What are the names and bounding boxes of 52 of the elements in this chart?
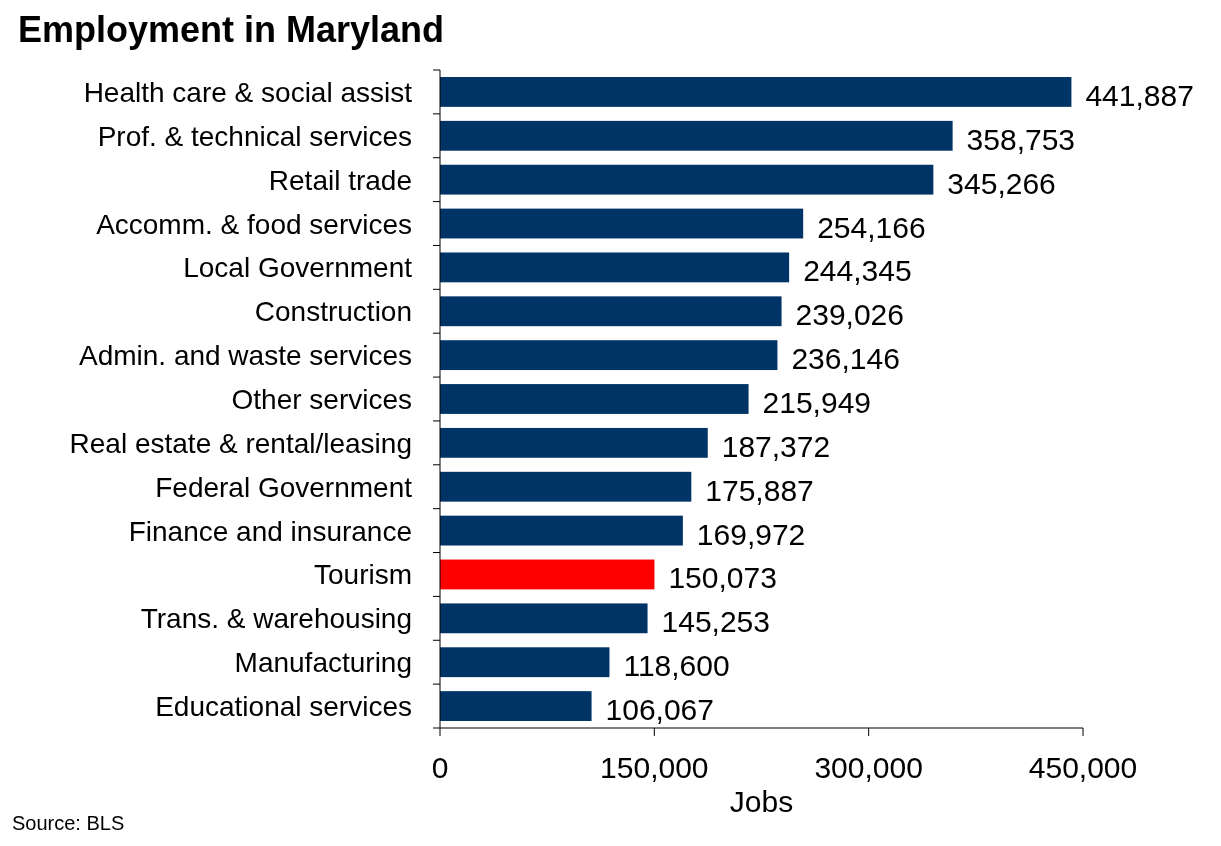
y-tick-label: Accomm. & food services: [96, 208, 412, 240]
bar: [440, 647, 610, 678]
bar: [440, 384, 749, 414]
data-label: 145,253: [661, 605, 770, 639]
bar: [440, 164, 934, 195]
y-tick-label: Federal Government: [155, 471, 413, 503]
bar: [440, 208, 804, 239]
y-tick-label: Tourism: [313, 559, 412, 591]
y-tick-label: Construction: [254, 296, 412, 328]
y-tick-label: Manufacturing: [234, 647, 412, 679]
bar: [440, 296, 782, 327]
y-tick-label: Health care & social assist: [83, 76, 413, 108]
source-note: Source: BLS: [12, 812, 125, 834]
y-tick-label: Trans. & warehousing: [140, 603, 412, 635]
data-label: 239,026: [795, 298, 904, 332]
bar: [440, 691, 592, 721]
data-label: 150,073: [668, 561, 777, 595]
data-label: 169,972: [696, 517, 806, 551]
data-label: 118,600: [623, 649, 730, 683]
data-label: 254,166: [817, 210, 926, 244]
y-tick-label: Other services: [231, 384, 412, 415]
x-tick-label: 450,000: [1028, 751, 1138, 784]
x-tick-label: 0: [431, 751, 449, 784]
x-tick-label: 300,000: [814, 751, 923, 784]
y-tick-label: Prof. & technical services: [97, 120, 412, 152]
bar: [440, 471, 692, 502]
y-tick-label: Local Government: [183, 252, 413, 284]
bar: [440, 252, 790, 283]
bar: [440, 515, 683, 546]
data-label: 187,372: [721, 429, 831, 463]
y-tick-label: Retail trade: [268, 164, 412, 196]
y-tick-label: Educational services: [155, 691, 412, 723]
data-label: 244,345: [803, 254, 912, 288]
y-tick-label: Real estate & rental/leasing: [69, 427, 412, 459]
bar: [440, 77, 1072, 107]
data-label: 236,146: [791, 342, 900, 376]
data-label: 175,887: [705, 473, 814, 507]
x-tick-label: 150,000: [600, 751, 709, 784]
bar: [440, 559, 655, 590]
bar: [440, 603, 648, 634]
bar: [440, 120, 953, 151]
bar: [440, 340, 778, 371]
data-label: 215,949: [762, 386, 872, 419]
y-tick-label: Finance and insurance: [128, 515, 412, 547]
x-axis-title: Jobs: [729, 785, 794, 818]
chart-title: Employment in Maryland: [18, 9, 445, 50]
data-label: 106,067: [605, 693, 715, 727]
data-label: 441,887: [1085, 78, 1194, 112]
bar: [440, 427, 708, 458]
data-label: 358,753: [966, 122, 1076, 156]
data-label: 345,266: [947, 166, 1056, 200]
y-tick-label: Admin. and waste services: [78, 340, 412, 372]
